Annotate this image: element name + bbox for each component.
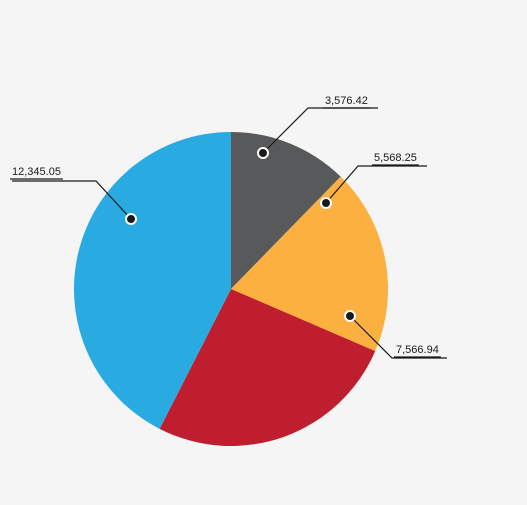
- data-label-slice-2: 7,566.94: [396, 344, 439, 356]
- data-label-slice-0: 3,576.42: [325, 95, 368, 107]
- label-marker-slice-2: [344, 310, 356, 322]
- pie-slices: [73, 132, 389, 447]
- data-label-slice-3: 12,345.05: [12, 166, 61, 178]
- data-label-slice-1: 5,568.25: [374, 152, 417, 164]
- leader-line-slice-3: [12, 180, 132, 220]
- leader-line-slice-2: [349, 315, 447, 359]
- leader-line-slice-1: [325, 165, 427, 204]
- label-marker-slice-1: [320, 197, 332, 209]
- pie-annotations: 3,576.42 5,568.25 7,566.94 12,345.05: [10, 95, 447, 359]
- label-marker-slice-3: [125, 213, 137, 225]
- pie-slice-1: [231, 176, 389, 352]
- pie-slice-2: [159, 289, 376, 447]
- label-marker-slice-0: [257, 147, 269, 159]
- pie-slice-0: [231, 132, 341, 289]
- pie-slice-3: [73, 132, 231, 429]
- leader-line-slice-0: [262, 107, 378, 154]
